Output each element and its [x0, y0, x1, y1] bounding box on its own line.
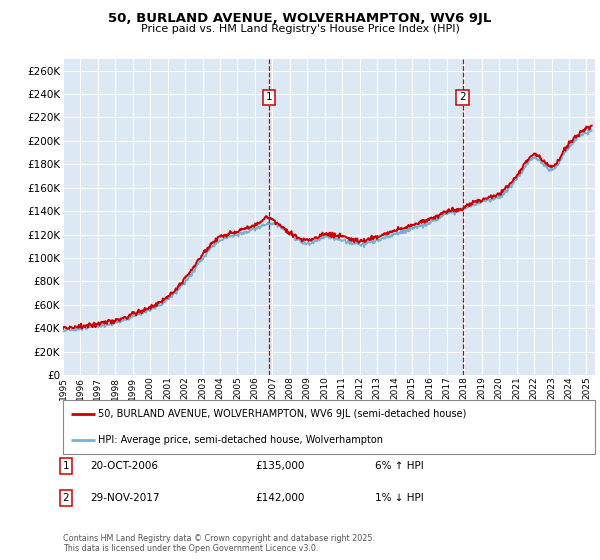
Text: Price paid vs. HM Land Registry's House Price Index (HPI): Price paid vs. HM Land Registry's House …	[140, 24, 460, 34]
FancyBboxPatch shape	[63, 400, 595, 454]
Text: 1: 1	[62, 461, 70, 471]
Text: Contains HM Land Registry data © Crown copyright and database right 2025.
This d: Contains HM Land Registry data © Crown c…	[63, 534, 375, 553]
Text: 2: 2	[62, 493, 70, 503]
Text: 50, BURLAND AVENUE, WOLVERHAMPTON, WV6 9JL (semi-detached house): 50, BURLAND AVENUE, WOLVERHAMPTON, WV6 9…	[98, 409, 466, 419]
Text: 1: 1	[266, 92, 272, 102]
Text: £135,000: £135,000	[255, 461, 304, 471]
Text: 6% ↑ HPI: 6% ↑ HPI	[375, 461, 424, 471]
Text: HPI: Average price, semi-detached house, Wolverhampton: HPI: Average price, semi-detached house,…	[98, 435, 383, 445]
Text: 29-NOV-2017: 29-NOV-2017	[90, 493, 160, 503]
Text: 2: 2	[459, 92, 466, 102]
Text: 20-OCT-2006: 20-OCT-2006	[90, 461, 158, 471]
Text: £142,000: £142,000	[255, 493, 304, 503]
Text: 1% ↓ HPI: 1% ↓ HPI	[375, 493, 424, 503]
Text: 50, BURLAND AVENUE, WOLVERHAMPTON, WV6 9JL: 50, BURLAND AVENUE, WOLVERHAMPTON, WV6 9…	[109, 12, 491, 25]
